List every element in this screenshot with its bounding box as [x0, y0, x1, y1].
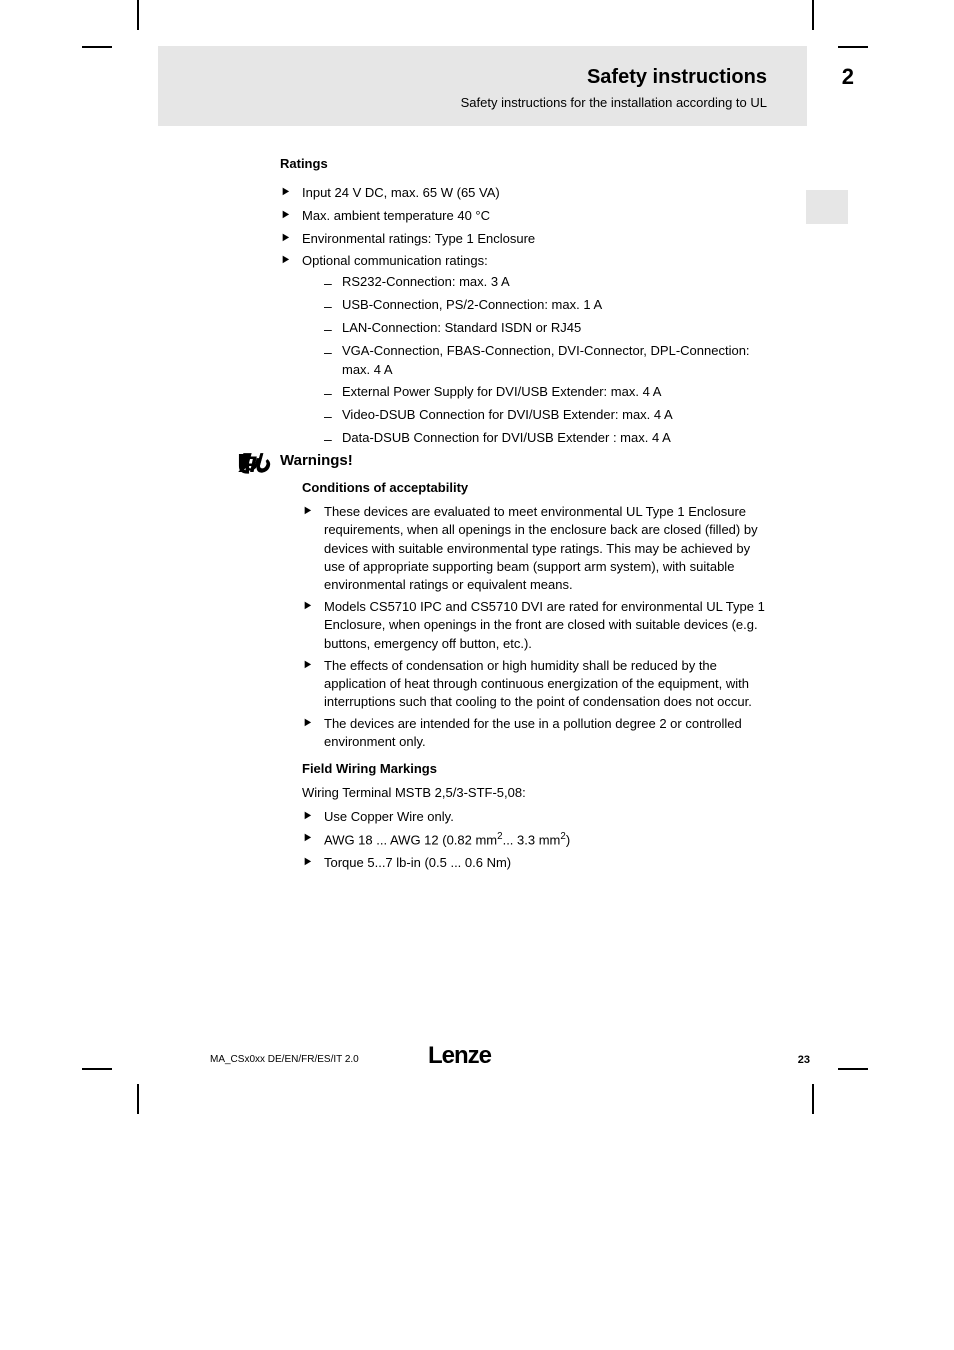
ratings-item: Input 24 V DC, max. 65 W (65 VA)	[280, 184, 780, 203]
ratings-item: Max. ambient temperature 40 °C	[280, 207, 780, 226]
footer-page-number: 23	[798, 1054, 810, 1066]
condition-item: The effects of condensation or high humi…	[302, 657, 770, 712]
field-wiring-heading: Field Wiring Markings	[302, 760, 770, 778]
warnings-body: Conditions of acceptability These device…	[280, 479, 770, 872]
footer-logo: Lenze	[428, 1042, 491, 1070]
field-wiring-list: Use Copper Wire only. AWG 18 ... AWG 12 …	[302, 808, 770, 872]
header-band: Safety instructions Safety instructions …	[158, 46, 807, 126]
ratings-subitem: RS232-Connection: max. 3 A	[324, 273, 780, 292]
field-wiring-item: AWG 18 ... AWG 12 (0.82 mm2... 3.3 mm2)	[302, 830, 770, 850]
page-tab-accent	[806, 190, 848, 224]
warnings-section: ჀႱ ЯႱ Warnings! Conditions of acceptabil…	[280, 452, 770, 880]
footer-docid: MA_CSx0xx DE/EN/FR/ES/IT 2.0	[210, 1054, 359, 1065]
field-wiring-item: Use Copper Wire only.	[302, 808, 770, 826]
ratings-subitem: Video-DSUB Connection for DVI/USB Extend…	[324, 406, 780, 425]
ratings-sublist: RS232-Connection: max. 3 A USB-Connectio…	[324, 273, 780, 448]
ratings-subitem: USB-Connection, PS/2-Connection: max. 1 …	[324, 296, 780, 315]
ratings-item-label: Optional communication ratings:	[302, 253, 488, 268]
section-subtitle: Safety instructions for the installation…	[158, 95, 767, 110]
field-wiring-intro: Wiring Terminal MSTB 2,5/3-STF-5,08:	[302, 784, 770, 802]
ratings-subitem: VGA-Connection, FBAS-Connection, DVI-Con…	[324, 342, 780, 380]
warnings-mark-icon: ЯႱ	[239, 452, 267, 478]
ratings-item: Optional communication ratings: RS232-Co…	[280, 252, 780, 448]
ratings-subitem: Data-DSUB Connection for DVI/USB Extende…	[324, 429, 780, 448]
conditions-heading: Conditions of acceptability	[302, 479, 770, 497]
condition-item: Models CS5710 IPC and CS5710 DVI are rat…	[302, 598, 770, 653]
warnings-title: Warnings!	[280, 452, 770, 469]
condition-item: The devices are intended for the use in …	[302, 715, 770, 751]
section-number: 2	[842, 64, 854, 90]
ratings-subitem: LAN-Connection: Standard ISDN or RJ45	[324, 319, 780, 338]
ratings-section: Ratings Input 24 V DC, max. 65 W (65 VA)…	[280, 155, 780, 456]
section-title: Safety instructions	[158, 66, 767, 89]
ratings-item: Environmental ratings: Type 1 Enclosure	[280, 230, 780, 249]
field-wiring-item: Torque 5...7 lb-in (0.5 ... 0.6 Nm)	[302, 854, 770, 872]
page-footer: MA_CSx0xx DE/EN/FR/ES/IT 2.0 Lenze 23	[210, 1036, 810, 1066]
conditions-list: These devices are evaluated to meet envi…	[302, 503, 770, 751]
ratings-list: Input 24 V DC, max. 65 W (65 VA) Max. am…	[280, 184, 780, 448]
ratings-heading: Ratings	[280, 155, 780, 174]
condition-item: These devices are evaluated to meet envi…	[302, 503, 770, 594]
ratings-subitem: External Power Supply for DVI/USB Extend…	[324, 383, 780, 402]
